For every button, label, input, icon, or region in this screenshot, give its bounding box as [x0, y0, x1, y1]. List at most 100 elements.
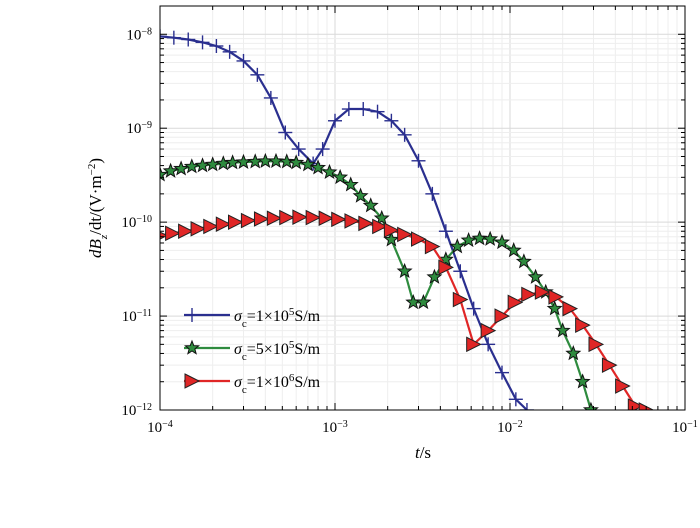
data-point [362, 197, 379, 213]
data-point [203, 218, 219, 235]
x-tick-labels: 10−4 10−3 10−2 10−1 [147, 419, 698, 437]
data-point [315, 142, 330, 157]
data-point [253, 211, 270, 227]
data-point [328, 113, 342, 128]
data-point [437, 251, 454, 267]
data-point [601, 357, 618, 373]
data-point [166, 30, 181, 45]
data-point [331, 211, 347, 228]
series-2 [160, 152, 599, 410]
data-point [562, 300, 579, 317]
plot-frame [159, 5, 686, 411]
data-point [165, 225, 181, 242]
legend-item: σc=1×105S/m [184, 306, 321, 330]
series-line [160, 35, 528, 410]
data-point [426, 268, 443, 284]
data-point [505, 242, 522, 258]
data-point [240, 212, 257, 229]
data-point [288, 154, 305, 170]
data-point [266, 210, 283, 227]
data-point [209, 39, 224, 54]
data-point [181, 32, 196, 47]
data-point [373, 209, 390, 226]
data-point [356, 102, 371, 117]
data-point [452, 291, 469, 308]
legend-label: σc=5×105S/m [234, 339, 321, 363]
legend-label: σc=1×106S/m [234, 372, 321, 396]
data-point [222, 44, 237, 59]
data-point [466, 336, 482, 353]
data-point [342, 176, 359, 192]
data-point [278, 153, 295, 169]
data-point [227, 214, 244, 230]
data-point [515, 253, 532, 269]
x-axis-title: t/s [415, 443, 431, 462]
data-point [527, 268, 544, 284]
y-axis-sub: z [98, 234, 110, 240]
data-point [305, 209, 322, 226]
data-point [250, 67, 265, 82]
data-point [383, 231, 400, 247]
legend-item: σc=5×105S/m [184, 339, 321, 363]
data-point [481, 337, 496, 352]
data-point [507, 294, 524, 311]
series-1 [160, 29, 534, 410]
data-point [582, 401, 599, 410]
y-tick-label: 10−11 [122, 308, 152, 326]
legend-marker [185, 308, 199, 322]
legend-label: σc=1×105S/m [234, 306, 321, 330]
data-point [279, 209, 295, 226]
data-point [480, 322, 497, 339]
data-point [615, 378, 631, 394]
y-axis-mid: /dt/(V·m [86, 175, 105, 235]
data-point [190, 220, 207, 237]
data-point [482, 230, 499, 246]
series-layer [160, 29, 655, 410]
data-point [372, 218, 388, 235]
data-point [449, 238, 466, 254]
data-point [291, 142, 306, 157]
data-point [178, 223, 194, 240]
legend-marker [184, 339, 200, 355]
data-point [438, 224, 453, 239]
x-tick-label: 10−3 [322, 419, 348, 437]
data-point [534, 284, 551, 300]
y-tick-label: 10−12 [121, 402, 152, 420]
data-point [521, 286, 537, 303]
data-point [519, 403, 534, 410]
ticks [159, 5, 686, 411]
data-point [278, 125, 293, 140]
y-axis-suffix: ) [86, 158, 105, 164]
data-point [215, 216, 232, 233]
data-point [575, 317, 591, 333]
y-tick-label: 10−9 [126, 120, 152, 138]
data-point [415, 293, 432, 310]
data-point [162, 162, 179, 178]
data-point [425, 186, 440, 201]
data-point [397, 226, 413, 243]
x-tick-label: 10−4 [147, 419, 173, 437]
data-point [358, 215, 374, 232]
data-point [344, 213, 361, 229]
y-tick-labels: 10−12 10−11 10−10 10−9 10−8 [121, 26, 152, 419]
data-point [410, 231, 427, 247]
data-point [494, 233, 510, 250]
data-point [160, 231, 169, 240]
data-point [263, 90, 278, 105]
data-point [370, 104, 385, 119]
y-axis-prefix: dB [86, 239, 105, 259]
y-axis-sup: −2 [86, 164, 98, 176]
data-point [574, 373, 591, 389]
legend-item: σc=1×106S/m [184, 372, 321, 396]
data-point [321, 163, 338, 180]
data-point [384, 113, 399, 128]
data-point [397, 127, 412, 142]
data-point [546, 300, 563, 316]
data-point [588, 336, 605, 353]
data-point [494, 365, 509, 380]
data-point [396, 262, 413, 279]
data-point [554, 322, 571, 338]
data-point [292, 209, 309, 225]
data-point [352, 187, 369, 203]
data-point [453, 264, 468, 279]
